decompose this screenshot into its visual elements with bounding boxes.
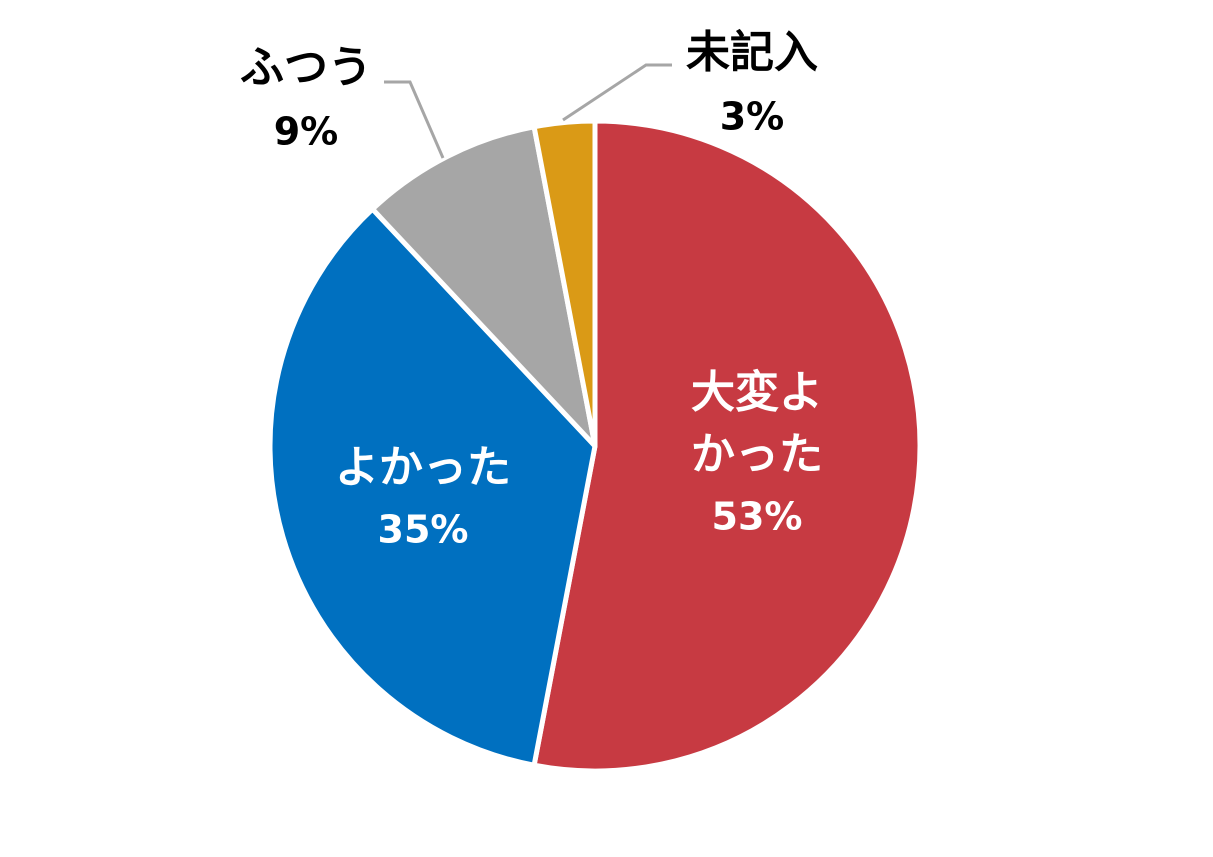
pie-slice-4 [531, 118, 598, 449]
pie-slice-2 [267, 206, 598, 768]
pie-slice-1 [531, 118, 923, 774]
slice-name-label-2: よかった [335, 442, 511, 493]
pie-slices [267, 118, 923, 774]
slice-percent-label-1: 53% [712, 495, 803, 539]
slice-name-label-3: ふつう [240, 42, 372, 93]
pie-slice-3 [370, 124, 598, 449]
leader-lines [384, 63, 672, 159]
leader-line-4 [562, 63, 672, 122]
slice-percent-label-2: 35% [378, 508, 469, 552]
slice-percent-label-4: 3% [720, 95, 785, 139]
slice-name-label-1: かった [691, 429, 823, 480]
slice-percent-label-3: 9% [274, 110, 339, 154]
slice-name-label-1: 大変よ [691, 367, 823, 418]
leader-line-3 [384, 80, 445, 159]
slice-name-label-4: 未記入 [686, 27, 818, 78]
